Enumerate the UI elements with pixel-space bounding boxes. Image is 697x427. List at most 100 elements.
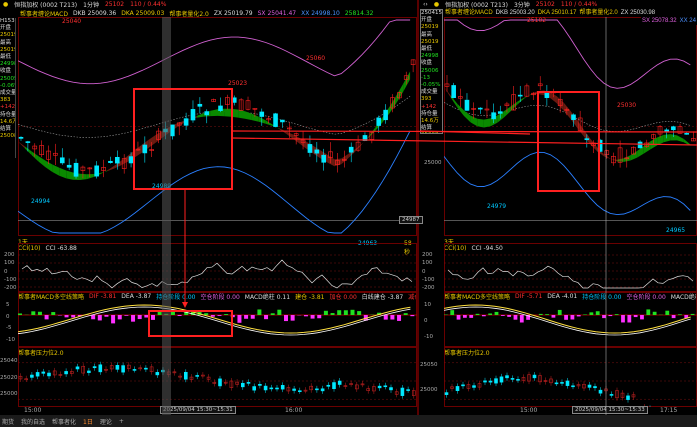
left-cci-title[interactable]: CCI(10) [18,244,41,252]
macd-bar [614,314,619,315]
macd-bar [290,315,295,321]
candle-down [218,378,222,387]
trend-ribbon [31,151,39,162]
quote-field: 最低 [421,46,433,53]
candle-up [80,166,86,171]
axis-tick-label: 0 [424,318,428,324]
trend-ribbon [677,135,684,143]
mark-high-1: 25040 [62,18,82,25]
bottom-tab[interactable]: 帮事者化 [52,418,77,426]
right-period-select[interactable]: 3分钟 [513,2,530,9]
macd-bar [462,315,467,318]
quote-field: +142 [0,104,16,111]
candle-up [293,133,299,136]
bottom-tab[interactable]: 1日 [83,418,93,426]
left-pressure-title[interactable]: 帮事者压力位2.0 [18,349,64,357]
candle-up [657,126,663,135]
candle-down [491,112,496,120]
candle-up [537,83,543,87]
right-pressure-title[interactable]: 帮事者压力位2.0 [444,349,490,357]
left-dka: DKA 25009.03 [121,9,165,17]
candle-down [108,160,113,163]
side-header: H1530 [0,18,15,24]
candle-down [389,387,393,391]
candle-down [517,94,523,97]
candle-down [273,113,278,127]
right-macd-title[interactable]: 帮事者MACD多空线策略 [444,293,510,301]
right-price: 25102 [535,1,555,8]
candle-down [218,105,223,111]
left-change: 110 / 0.44% [130,1,167,8]
left-period-select[interactable]: 1分钟 [83,2,99,9]
candle-down [593,386,597,389]
macd-bar [671,315,676,319]
candle-down [488,380,493,383]
bottom-tab[interactable]: 理论 [99,418,112,426]
left-symbol-bar: ● 恒指加权 (0002 T213) 1分钟 25102 110 / 0.44% [0,0,417,9]
left-macd-title[interactable]: 帮事者MACD多空线策略 [18,293,84,301]
axis-tick-label: 25020 [0,374,18,381]
left-range-label[interactable]: 1天 [18,239,28,246]
macd-bar [257,309,262,315]
candle-down [444,392,449,395]
macd-bar [570,315,575,320]
candle-down [406,389,410,391]
bottom-tab[interactable]: + [118,417,124,425]
candle-up [223,381,228,384]
quote-field: 25008 [0,133,16,140]
macd-bar [357,311,362,315]
left-symbol[interactable]: 恒指加权 (0002 T213) [14,2,78,9]
trend-ribbon [79,173,87,180]
upper-band-line [18,19,411,85]
right-candlestick-chart[interactable] [444,17,697,236]
right-quant[interactable]: 帮事者量化2.0 [579,10,618,16]
right-range-label[interactable]: 3天 [444,239,454,246]
left-candlestick-chart[interactable] [18,17,417,236]
axis-tick-label: -200 [4,285,17,291]
candle-up [201,374,205,377]
right-cci-value: CCI -94.50 [471,244,503,252]
trend-ribbon [503,106,511,118]
trend-ribbon [265,120,273,126]
left-quant[interactable]: 帮事者量化2.0 [169,10,209,18]
left-short: 空仓阶段 0.00 [200,293,240,301]
candle-up [328,151,333,158]
candle-down [499,376,504,383]
right-nav-icon[interactable]: ‹› [423,1,428,8]
candle-down [400,387,405,396]
mark-high-1: 25102 [527,17,547,24]
macd-bar [330,313,335,315]
candle-down [30,374,34,378]
mark-low-1: 24979 [487,203,507,210]
macd-bar [204,313,209,315]
right-main-indicator[interactable]: 帮事者缠论MACD [445,10,493,16]
candle-down [73,162,79,177]
macd-bar [481,315,486,317]
candle-up [127,364,131,369]
candle-down [142,144,148,154]
trend-ribbon [258,116,266,124]
candle-up [538,375,542,383]
bottom-tab[interactable]: 我的自选 [21,418,46,426]
macd-bar [230,315,235,318]
trend-ribbon [279,128,287,134]
candle-down [348,146,354,153]
left-add: 加仓 0.00 [329,293,357,301]
right-symbol[interactable]: 恒指加权 (0002 T213) [445,2,508,9]
right-cci-title[interactable]: CCI(10) [444,244,467,252]
macd-bar [37,311,42,315]
axis-tick-label: 25000 [420,387,438,393]
candle-up [360,383,365,386]
candle-up [69,371,74,374]
macd-bar [595,311,600,315]
candle-down [170,124,175,137]
left-main-indicator[interactable]: 帮事者缠论MACD [20,10,68,18]
quote-field: 24998 [421,53,439,60]
candle-up [394,391,399,395]
trend-ribbon [238,109,245,119]
candle-up [206,376,211,380]
candle-down [516,379,520,381]
macd-bar [608,315,613,317]
bottom-tab[interactable]: 期货 [2,418,15,426]
right-zx: ZX 25030.98 [620,10,656,16]
